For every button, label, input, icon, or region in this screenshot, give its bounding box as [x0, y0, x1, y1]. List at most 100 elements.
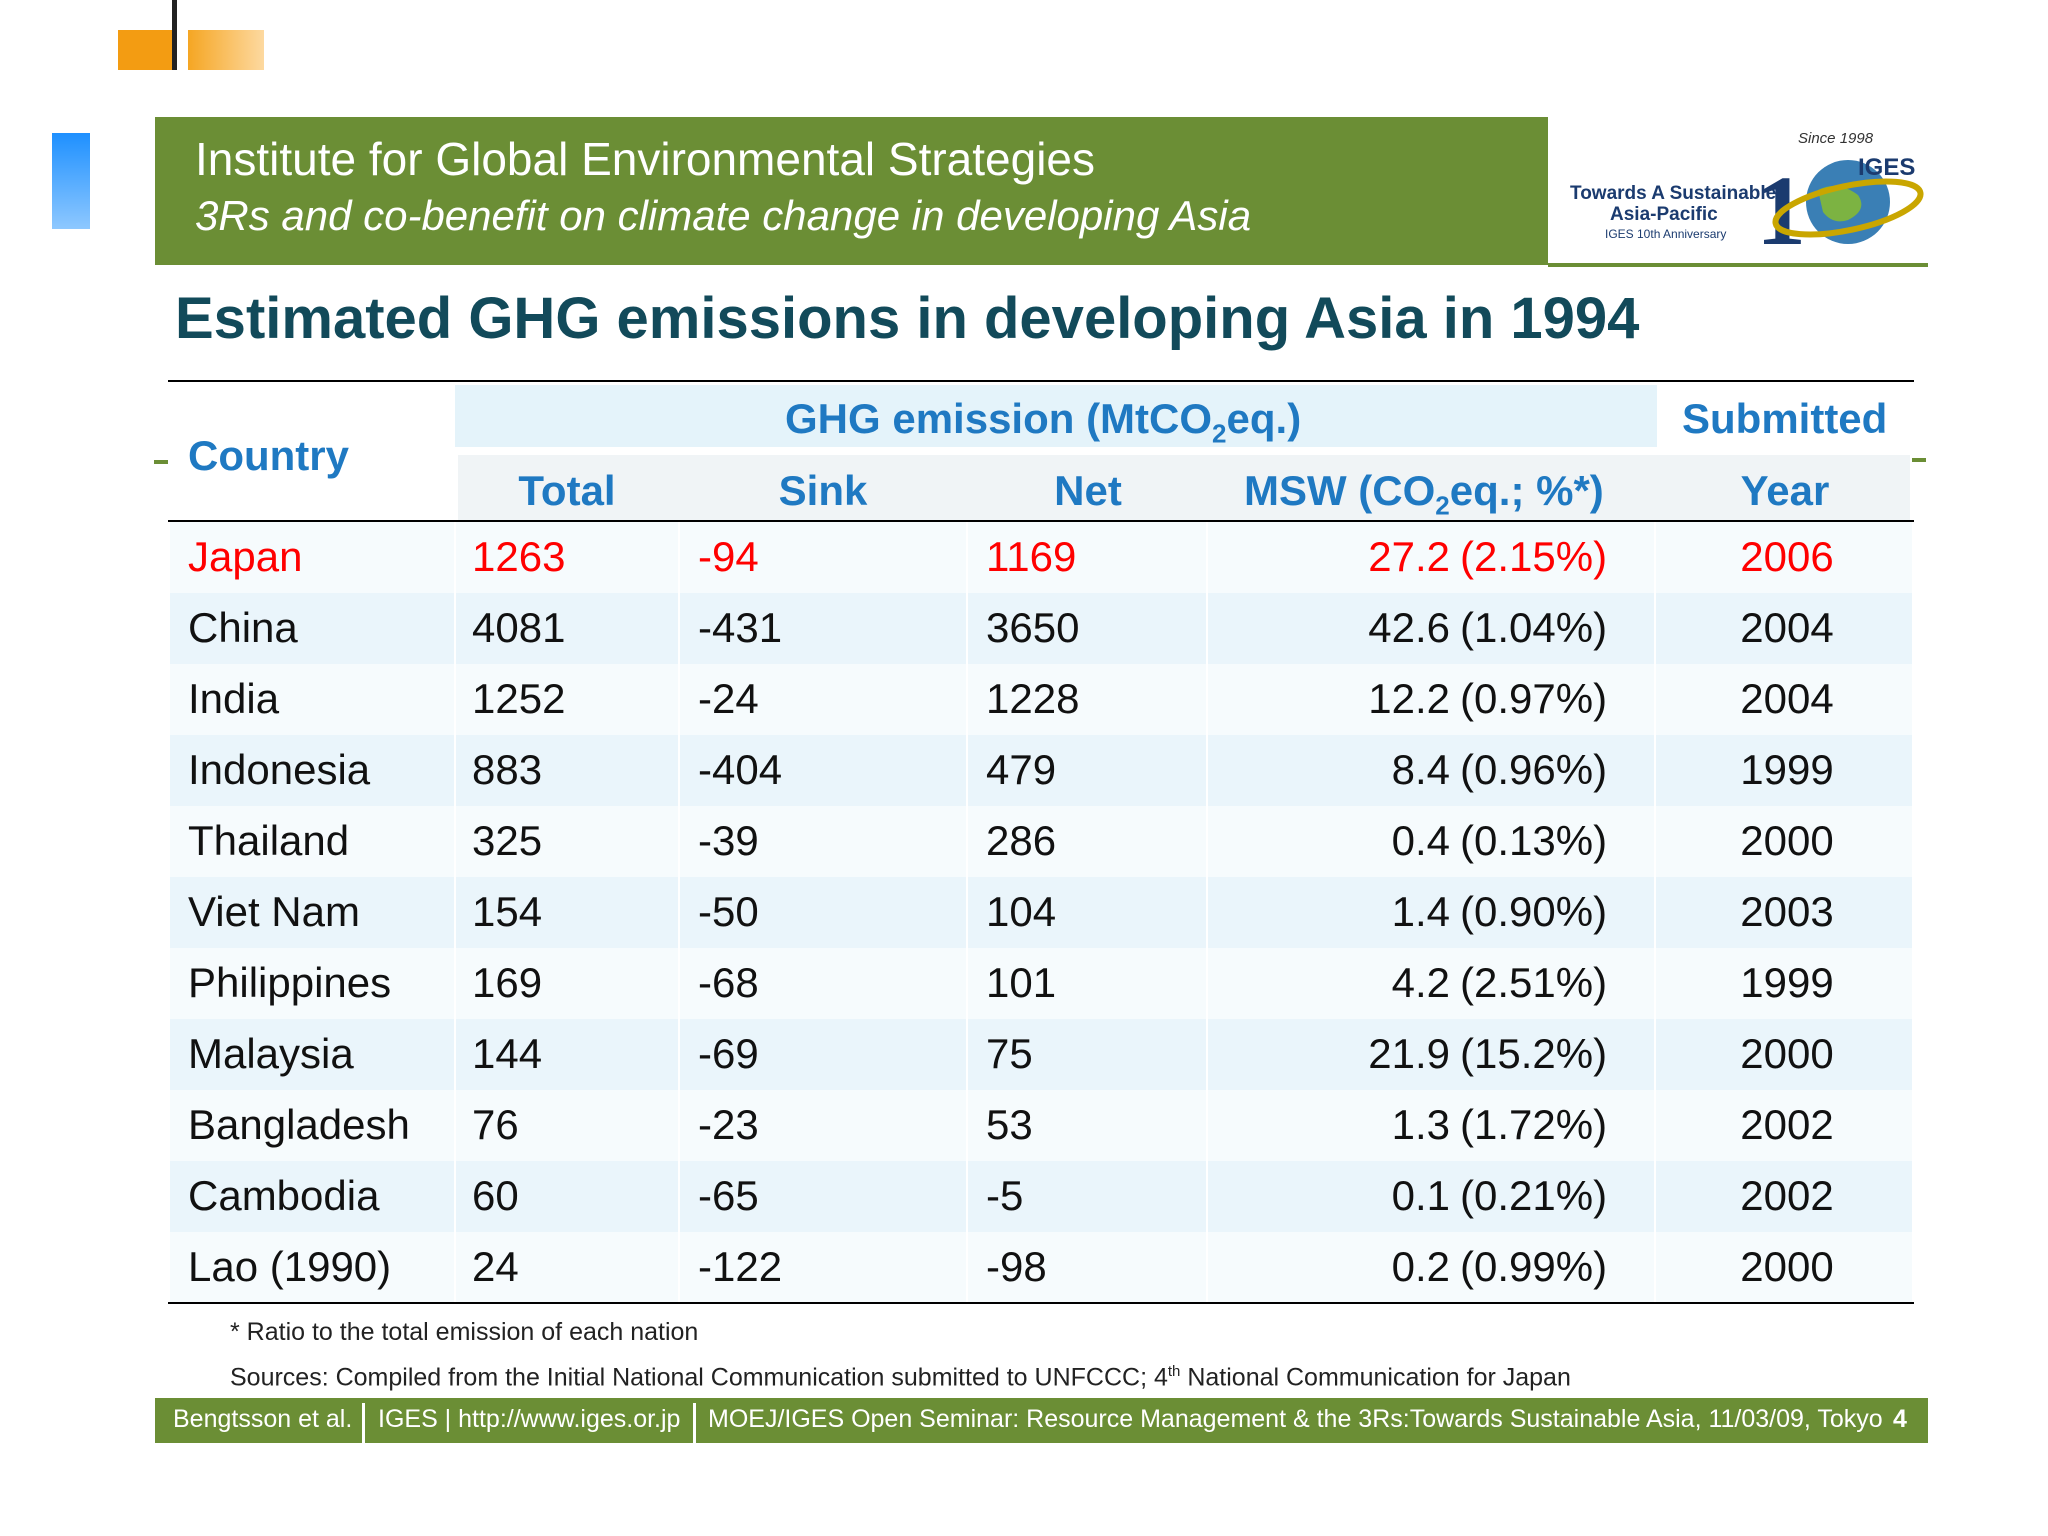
- cell-country: Viet Nam: [188, 888, 360, 935]
- table-row: Bangladesh 76 -23 53 1.3 (1.72%) 2002: [170, 1090, 1912, 1161]
- cell-net: 1169: [986, 533, 1077, 580]
- cell-net: 479: [986, 746, 1057, 793]
- cell-sink: -431: [698, 604, 783, 651]
- footer-bar: [155, 1398, 1928, 1443]
- cell-year: 2002: [1740, 1172, 1834, 1219]
- cell-year: 2004: [1740, 604, 1834, 651]
- cell-total: 169: [472, 959, 543, 1006]
- cell-pct: (1.04%): [1460, 604, 1608, 651]
- cell-msw: 21.9: [1368, 1030, 1450, 1077]
- table-bottom-rule: [168, 1302, 1914, 1304]
- right-tick: [1912, 458, 1926, 462]
- cell-year: 1999: [1740, 746, 1834, 793]
- cell-pct: (0.97%): [1460, 675, 1608, 722]
- cell-pct: (2.15%): [1460, 533, 1608, 580]
- cell-total: 1252: [472, 675, 566, 722]
- cell-year: 2004: [1740, 675, 1834, 722]
- cell-sink: -404: [698, 746, 783, 793]
- table-row: Thailand 325 -39 286 0.4 (0.13%) 2000: [170, 806, 1912, 877]
- cell-year: 2000: [1740, 1030, 1834, 1077]
- cell-year: 1999: [1740, 959, 1834, 1006]
- footer-org: IGES | http://www.iges.or.jp: [378, 1405, 681, 1433]
- cell-year: 2000: [1740, 817, 1834, 864]
- logo-iges-text: IGES: [1858, 154, 1916, 181]
- footer-event: MOEJ/IGES Open Seminar: Resource Managem…: [708, 1405, 1883, 1433]
- cell-sink: -68: [698, 959, 759, 1006]
- footer-separator: [362, 1403, 365, 1443]
- cell-pct: (15.2%): [1460, 1030, 1608, 1077]
- cell-country: Thailand: [188, 817, 350, 864]
- col-total: Total: [518, 467, 616, 514]
- footer-author: Bengtsson et al.: [173, 1405, 353, 1433]
- cell-pct: (0.99%): [1460, 1243, 1608, 1290]
- cell-net: 53: [986, 1101, 1033, 1148]
- table-row: Lao (1990) 24 -122 -98 0.2 (0.99%) 2000: [170, 1232, 1912, 1303]
- cell-sink: -39: [698, 817, 759, 864]
- left-tick: [154, 460, 168, 464]
- cell-sink: -23: [698, 1101, 759, 1148]
- cell-pct: (0.90%): [1460, 888, 1608, 935]
- cell-msw: 1.4: [1391, 888, 1450, 935]
- cell-country: Cambodia: [188, 1172, 380, 1219]
- cell-msw: 0.2: [1391, 1243, 1450, 1290]
- cell-net: 1228: [986, 675, 1080, 722]
- cell-pct: (2.51%): [1460, 959, 1608, 1006]
- col-submitted: Submitted: [1682, 395, 1888, 442]
- footer-page-number: 4: [1893, 1405, 1907, 1433]
- table-row: Cambodia 60 -65 -5 0.1 (0.21%) 2002: [170, 1161, 1912, 1232]
- cell-total: 60: [472, 1172, 519, 1219]
- cell-pct: (0.13%): [1460, 817, 1608, 864]
- logo-since: Since 1998: [1798, 130, 1874, 147]
- cell-net: 286: [986, 817, 1057, 864]
- cell-sink: -50: [698, 888, 759, 935]
- cell-sink: -94: [698, 533, 759, 580]
- cell-pct: (1.72%): [1460, 1101, 1608, 1148]
- cell-net: -5: [986, 1172, 1024, 1219]
- table-row: India 1252 -24 1228 12.2 (0.97%) 2004: [170, 664, 1912, 735]
- footer-separator: [693, 1403, 696, 1443]
- cell-net: 101: [986, 959, 1057, 1006]
- slide-title: Estimated GHG emissions in developing As…: [175, 286, 1640, 351]
- header-banner: [155, 117, 1548, 265]
- cell-country: Lao (1990): [188, 1243, 392, 1290]
- cell-country: Malaysia: [188, 1030, 354, 1077]
- side-blue-bar: [52, 133, 90, 229]
- corner-line: [172, 0, 177, 70]
- cell-total: 4081: [472, 604, 566, 651]
- logo-line2: Asia-Pacific: [1610, 204, 1718, 225]
- footnote: * Ratio to the total emission of each na…: [230, 1318, 699, 1346]
- subheader-band: [458, 455, 1910, 521]
- col-country: Country: [188, 432, 349, 479]
- svg-text:1: 1: [1756, 155, 1806, 260]
- header-subtitle: 3Rs and co-benefit on climate change in …: [195, 192, 1252, 239]
- table-top-rule: [168, 380, 1914, 382]
- cell-pct: (0.21%): [1460, 1172, 1608, 1219]
- cell-msw: 12.2: [1368, 675, 1450, 722]
- cell-total: 144: [472, 1030, 543, 1077]
- col-year: Year: [1740, 467, 1830, 514]
- cell-country: China: [188, 604, 298, 651]
- cell-year: 2000: [1740, 1243, 1834, 1290]
- table-row: Japan 1263 -94 1169 27.2 (2.15%) 2006: [170, 522, 1912, 593]
- col-msw: MSW (CO2eq.; %*): [1244, 467, 1604, 521]
- cell-year: 2006: [1740, 533, 1834, 580]
- cell-net: 104: [986, 888, 1057, 935]
- table-row: Philippines 169 -68 101 4.2 (2.51%) 1999: [170, 948, 1912, 1019]
- cell-country: Philippines: [188, 959, 392, 1006]
- cell-country: Bangladesh: [188, 1101, 410, 1148]
- cell-net: -98: [986, 1243, 1047, 1290]
- ghg-group-band: [455, 385, 1657, 447]
- cell-net: 75: [986, 1030, 1033, 1077]
- cell-total: 883: [472, 746, 543, 793]
- group-ghg-emission: GHG emission (MtCO2eq.): [785, 395, 1302, 449]
- cell-msw: 1.3: [1391, 1101, 1450, 1148]
- cell-msw: 0.1: [1391, 1172, 1450, 1219]
- cell-msw: 42.6: [1368, 604, 1450, 651]
- sources-line: Sources: Compiled from the Initial Natio…: [230, 1363, 1571, 1392]
- logo-line3: IGES 10th Anniversary: [1605, 227, 1727, 241]
- cell-total: 154: [472, 888, 543, 935]
- cell-msw: 4.2: [1391, 959, 1450, 1006]
- table-row: Viet Nam 154 -50 104 1.4 (0.90%) 2003: [170, 877, 1912, 948]
- cell-total: 24: [472, 1243, 519, 1290]
- cell-sink: -65: [698, 1172, 759, 1219]
